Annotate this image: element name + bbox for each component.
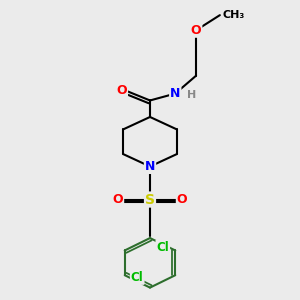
Text: S: S: [145, 193, 155, 206]
Text: N: N: [170, 87, 181, 100]
Text: Cl: Cl: [131, 271, 144, 284]
Text: O: O: [116, 84, 127, 97]
Text: CH₃: CH₃: [222, 10, 244, 20]
Text: Cl: Cl: [156, 241, 169, 254]
Text: O: O: [191, 24, 201, 37]
Text: N: N: [145, 160, 155, 173]
Text: O: O: [177, 193, 188, 206]
Text: H: H: [187, 90, 196, 100]
Text: O: O: [112, 193, 123, 206]
